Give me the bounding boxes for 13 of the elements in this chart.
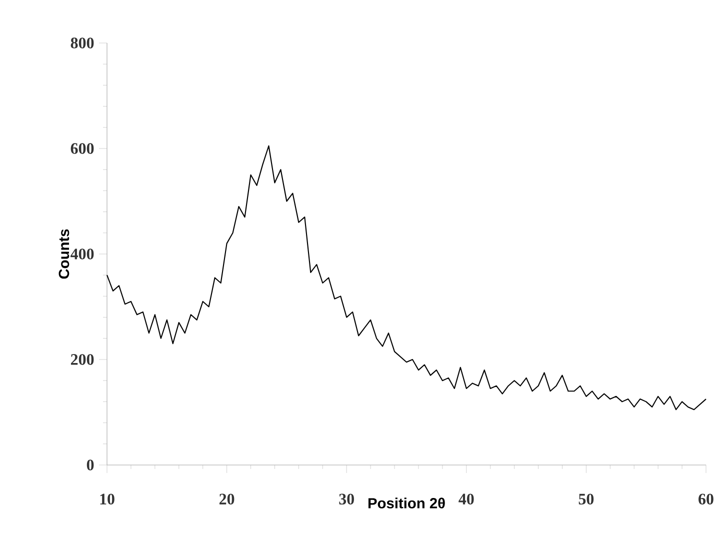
- x-tick-label: 30: [339, 494, 354, 504]
- y-tick-label: 800: [70, 38, 94, 48]
- x-tick-label: 20: [219, 494, 234, 504]
- x-tick-label: 60: [698, 494, 714, 504]
- x-tick-label: 40: [458, 494, 474, 504]
- y-tick-label: 0: [86, 460, 94, 470]
- y-tick-label: 200: [70, 354, 94, 365]
- y-axis-title: Counts: [58, 229, 70, 279]
- y-tick-label: 400: [70, 248, 94, 260]
- y-tick-label: 600: [70, 143, 94, 154]
- x-tick-label: 10: [100, 494, 114, 504]
- x-tick-label: 50: [578, 494, 594, 504]
- x-axis-title: Position 2θ: [368, 498, 445, 508]
